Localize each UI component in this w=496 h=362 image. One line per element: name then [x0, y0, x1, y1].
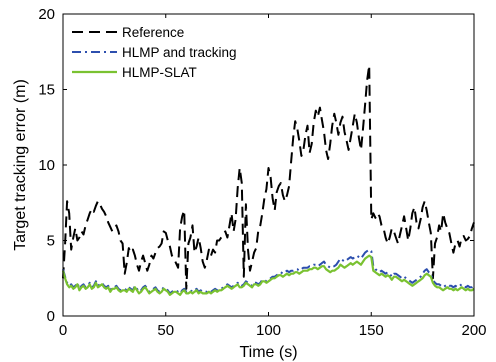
series-line-2 — [62, 248, 475, 295]
y-tick-label: 5 — [47, 233, 55, 250]
legend-label-3: HLMP-SLAT — [122, 65, 197, 80]
x-tick-label: 0 — [59, 322, 67, 339]
legend: Reference HLMP and tracking HLMP-SLAT — [72, 25, 237, 80]
x-tick-label: 100 — [256, 322, 281, 339]
x-axis-label: Time (s) — [239, 344, 297, 361]
y-tick-label: 10 — [38, 157, 55, 174]
y-tick-label: 15 — [38, 82, 55, 99]
legend-label-1: Reference — [122, 25, 184, 40]
series-line-3 — [61, 254, 475, 296]
y-axis-label: Target tracking error (m) — [12, 79, 29, 251]
series-layer — [61, 64, 475, 296]
x-tick-label: 50 — [157, 322, 174, 339]
x-tick-label: 150 — [359, 322, 384, 339]
ticks-layer: 0 50 100 150 200 0 5 10 15 20 — [38, 6, 486, 339]
legend-label-2: HLMP and tracking — [122, 45, 237, 60]
x-tick-label: 200 — [461, 322, 486, 339]
series-line-1 — [62, 64, 475, 290]
y-tick-label: 0 — [47, 308, 55, 325]
y-tick-label: 20 — [38, 6, 55, 23]
